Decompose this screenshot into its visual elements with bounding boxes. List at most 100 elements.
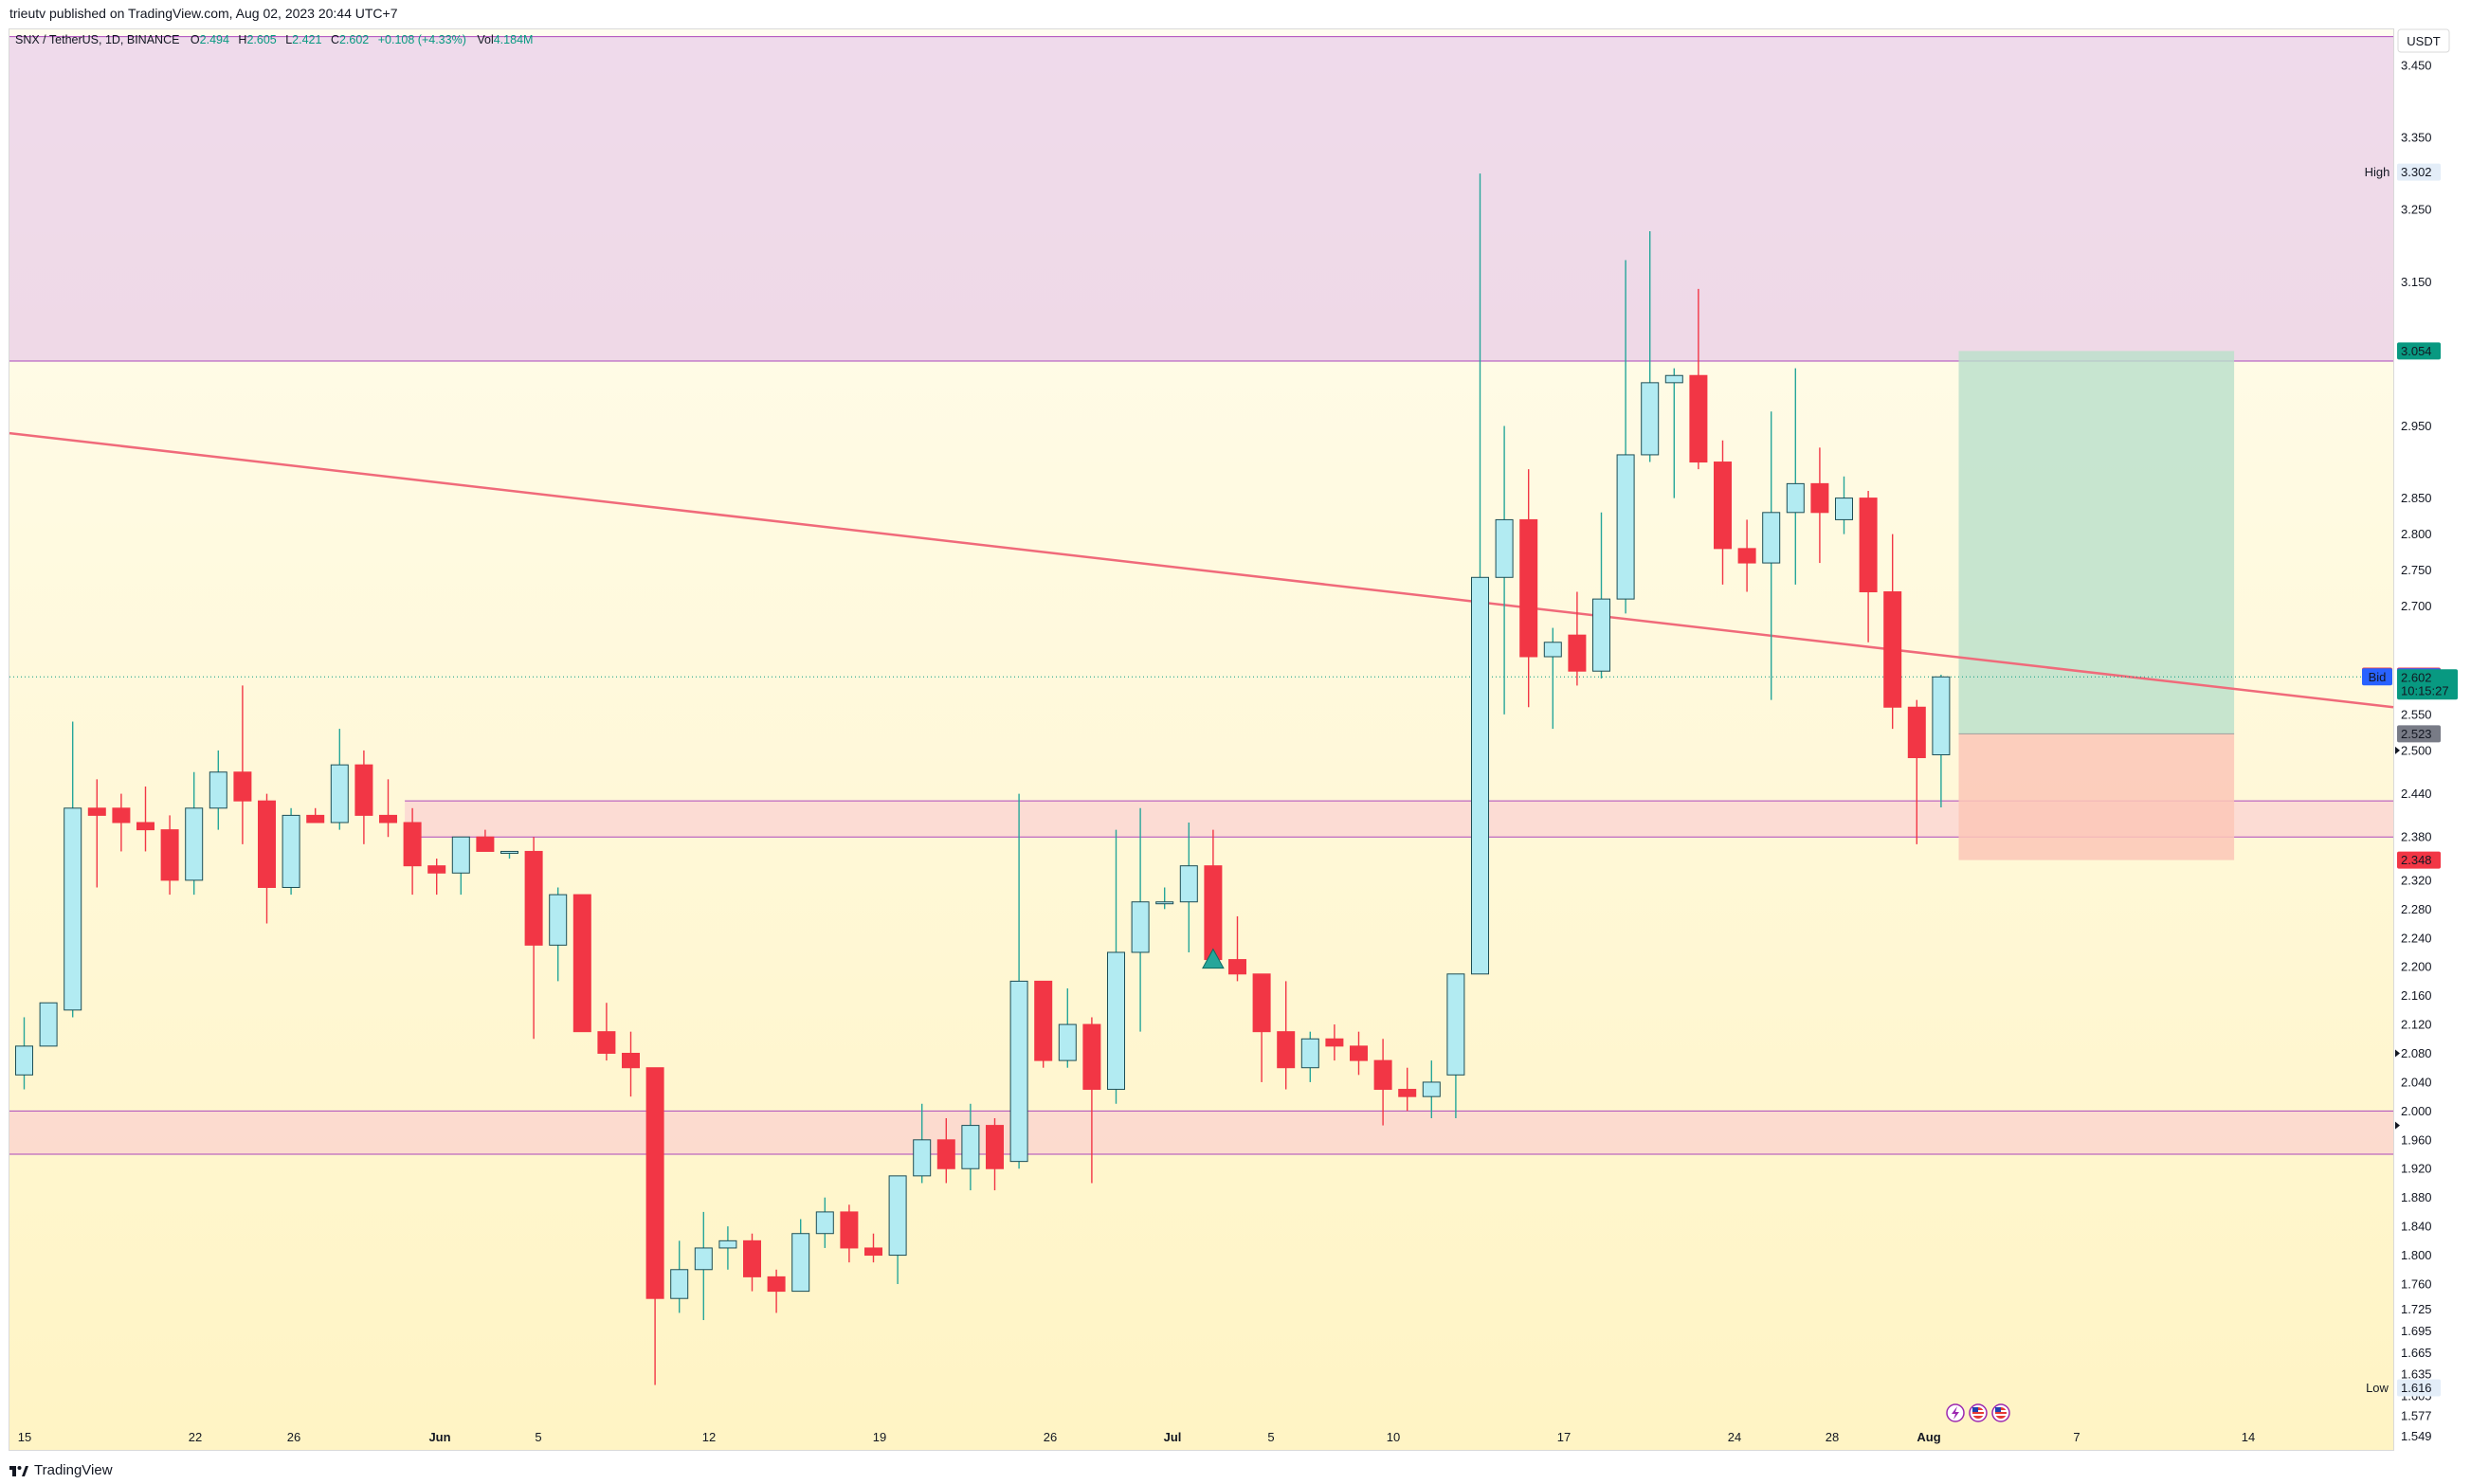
position-layer[interactable] [1958, 351, 2235, 860]
candle [1859, 490, 1878, 642]
candle [1471, 173, 1489, 975]
candle [1252, 973, 1271, 1082]
brand[interactable]: TradingView [9, 1462, 113, 1478]
publisher-text: trieutv published on TradingView.com, Au… [9, 6, 398, 21]
candle-body [1009, 980, 1028, 1163]
candle [936, 1117, 955, 1184]
candle [767, 1269, 786, 1313]
price-tick: 2.500 [2401, 743, 2432, 757]
candle-body [136, 822, 154, 831]
time-tick: 26 [1044, 1430, 1057, 1444]
last-price-box [2397, 669, 2458, 700]
candles-layer [15, 173, 1951, 1385]
candle-body [1398, 1089, 1417, 1097]
target-price-tag-value: 3.054 [2401, 344, 2432, 358]
candle-body [451, 836, 470, 874]
lightning-icon[interactable] [1946, 1403, 1965, 1422]
candle-body [1519, 518, 1538, 658]
candle-body [1592, 598, 1610, 672]
candle [39, 1002, 58, 1047]
candle [1714, 440, 1732, 585]
candle-body [1664, 374, 1683, 384]
candle [694, 1211, 713, 1321]
low-price-tag-box [2397, 1379, 2441, 1397]
price-tick: 2.120 [2401, 1018, 2432, 1032]
candle-body [986, 1125, 1004, 1169]
legend-symbol: SNX / TetherUS, 1D, BINANCE [15, 33, 179, 46]
price-tick: 2.440 [2401, 787, 2432, 801]
time-tick: 10 [1387, 1430, 1400, 1444]
price-tick: 2.800 [2401, 527, 2432, 541]
candle-body [39, 1002, 58, 1047]
time-tick: 14 [2242, 1430, 2255, 1444]
price-axis[interactable]: USDT [2397, 28, 2450, 53]
candle [1422, 1060, 1441, 1118]
event-icons[interactable] [1946, 1403, 2010, 1422]
axis-arrow-icon [2395, 746, 2400, 754]
candle [1543, 627, 1562, 730]
legend-high-value: 2.605 [246, 33, 276, 46]
candle-body [233, 771, 252, 802]
candle-body [1737, 548, 1756, 564]
candle [1300, 1031, 1319, 1082]
stop-loss-zone[interactable] [1958, 733, 2235, 860]
candle [1058, 988, 1077, 1068]
candle-body [1471, 576, 1489, 975]
price-tick: 1.960 [2401, 1132, 2432, 1147]
candle-body [87, 807, 106, 816]
candle [1131, 807, 1150, 1032]
candle [451, 836, 470, 896]
candle [1737, 519, 1756, 592]
candle [87, 779, 106, 888]
take-profit-zone[interactable] [1958, 351, 2235, 734]
price-tick: 2.160 [2401, 988, 2432, 1003]
pane-border [9, 28, 2394, 1451]
price-tick: 1.800 [2401, 1248, 2432, 1262]
candle-body [572, 894, 591, 1033]
up-triangle-icon [1202, 948, 1225, 969]
candle-body [1204, 865, 1223, 961]
us-flag-icon[interactable] [1969, 1403, 1988, 1422]
price-tick: 1.920 [2401, 1162, 2432, 1176]
us-flag-icon[interactable] [1991, 1403, 2010, 1422]
zones-layer [9, 36, 2393, 1155]
legend-low-value: 2.421 [292, 33, 321, 46]
candle-body [1714, 461, 1732, 550]
candle-body [160, 829, 179, 881]
tradingview-logo-icon [9, 1465, 28, 1476]
candle [524, 837, 543, 1040]
price-tick: 2.080 [2401, 1046, 2432, 1060]
candle [136, 786, 154, 852]
candle-body [1179, 865, 1198, 903]
trendline[interactable] [9, 431, 2394, 709]
legend-change: +0.108 (+4.33%) [378, 33, 466, 46]
legend-open-label: O [191, 33, 200, 46]
candle [864, 1233, 882, 1263]
price-tick: 2.040 [2401, 1075, 2432, 1089]
trendline-layer[interactable] [9, 431, 2394, 709]
candle [549, 887, 568, 982]
legend-line: SNX / TetherUS, 1D, BINANCE O2.494 H2.60… [15, 33, 533, 46]
candle-body [1277, 1031, 1296, 1069]
time-tick: 7 [2073, 1430, 2080, 1444]
low-price-tag: Low 1.616 [2366, 1379, 2441, 1397]
candle [500, 850, 518, 860]
candle [233, 685, 252, 844]
time-axis[interactable]: 15 22 26 Jun 5 12 19 26 Jul 5 10 17 24 28 Aug 7 14 [18, 1430, 2255, 1444]
candle-body [1932, 676, 1951, 755]
currency-box[interactable] [2397, 28, 2450, 53]
candle-body [1373, 1059, 1392, 1091]
candle [961, 1103, 980, 1191]
legend-volume-value: 4.184M [494, 33, 534, 46]
candle-body [645, 1067, 664, 1299]
candle [1373, 1039, 1392, 1126]
candle-body [888, 1175, 907, 1257]
candle-body [840, 1211, 859, 1249]
candle-body [1883, 591, 1902, 708]
candle [160, 815, 179, 896]
currency-label: USDT [2407, 34, 2440, 48]
stop-price-tag-value: 2.348 [2401, 853, 2432, 867]
high-price-tag: High 3.302 [2365, 163, 2441, 181]
signal-layer [1202, 948, 1225, 969]
